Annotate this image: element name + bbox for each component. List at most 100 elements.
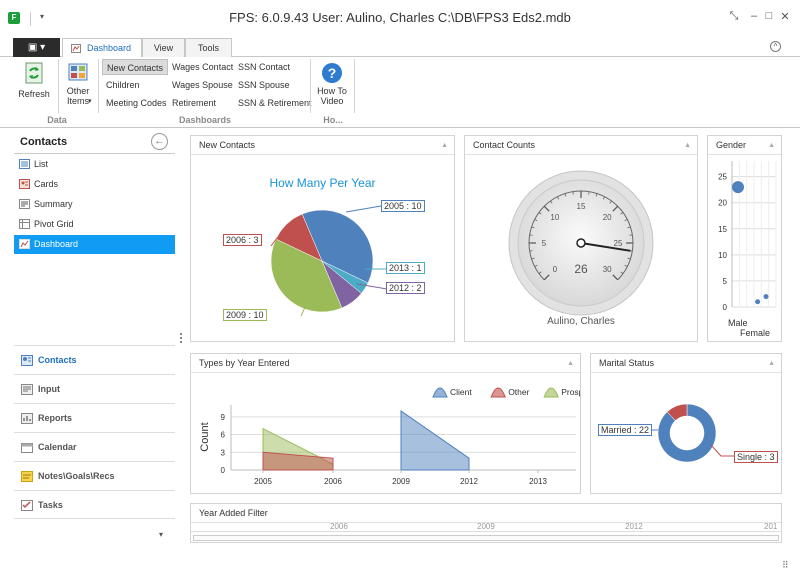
gauge-tick	[538, 271, 542, 274]
tab-view[interactable]: View	[142, 38, 185, 58]
range-selector[interactable]	[193, 535, 779, 541]
gender-ytick-label: 20	[718, 199, 727, 208]
configure-buttons-icon[interactable]: ▾	[159, 530, 164, 539]
module-reports[interactable]: Reports	[14, 403, 175, 432]
input-icon	[21, 384, 33, 395]
splitter-handle[interactable]	[180, 333, 182, 343]
pie-label-2005: 2005 : 10	[381, 200, 425, 212]
how-to-video-button[interactable]: ? How To Video	[314, 62, 350, 110]
nav-item-pivot-grid[interactable]: Pivot Grid	[14, 215, 175, 234]
notes-icon	[21, 471, 33, 482]
app-icon[interactable]: F	[8, 12, 20, 24]
module-contacts[interactable]: Contacts	[14, 345, 175, 374]
back-arrow-icon[interactable]: ←	[151, 133, 168, 150]
donut-leader-line	[710, 444, 734, 457]
legend-marker-client	[432, 387, 448, 398]
panel-caret-icon[interactable]: ▲	[567, 360, 574, 367]
dashboard-ssn-retirement[interactable]: SSN & Retirement	[238, 98, 312, 108]
close-button[interactable]: ✕	[780, 11, 790, 23]
gauge-tick	[531, 226, 535, 229]
area-xtick-label: 2013	[529, 477, 547, 486]
pie-label-2009: 2009 : 10	[223, 309, 267, 321]
tab-dashboard-label: Dashboard	[86, 43, 132, 53]
gauge-tick	[620, 212, 624, 215]
pie-label-2013: 2013 : 1	[386, 262, 425, 274]
gauge-tick	[538, 212, 542, 215]
gender-point	[763, 294, 769, 300]
panel-caret-icon[interactable]: ▲	[441, 142, 448, 149]
reports-icon	[21, 413, 33, 424]
refresh-button[interactable]: Refresh	[17, 62, 51, 102]
panel-year-added-filter: Year Added Filter 2006 2009 2012 201	[190, 503, 782, 543]
area-xtick-label: 2012	[460, 477, 478, 486]
gauge-tick-label: 30	[603, 265, 612, 274]
nav-item-summary[interactable]: Summary	[14, 195, 175, 214]
pie-chart	[270, 205, 388, 317]
dashboard-ssn-spouse[interactable]: SSN Spouse	[238, 80, 290, 90]
module-label: Input	[38, 384, 60, 394]
gauge-hub	[576, 238, 586, 248]
panel-new-contacts: New Contacts ▲ How Many Per Year 2005 : …	[190, 135, 455, 342]
list-icon	[19, 159, 30, 169]
nav-item-dashboard[interactable]: Dashboard	[14, 235, 175, 254]
dashboard-retirement[interactable]: Retirement	[172, 98, 217, 108]
nav-item-cards[interactable]: Cards	[14, 175, 175, 194]
dashboard-wages-contact[interactable]: Wages Contact	[172, 62, 234, 72]
dashboard-ssn-contact[interactable]: SSN Contact	[238, 62, 291, 72]
module-input[interactable]: Input	[14, 374, 175, 403]
panel-caret-icon[interactable]: ▲	[768, 142, 775, 149]
group-label-dashboards: Dashboards	[178, 115, 231, 125]
nav-item-list[interactable]: List	[14, 155, 175, 174]
gauge-tick	[543, 205, 550, 212]
gauge-tick	[534, 219, 538, 222]
nav-item-label: Dashboard	[34, 239, 79, 249]
minimize-button[interactable]: –	[750, 10, 758, 22]
module-label: Reports	[38, 413, 73, 423]
tab-dashboard[interactable]: Dashboard	[62, 38, 142, 59]
other-items-button[interactable]: Other Items	[62, 62, 94, 110]
ribbon-tab-bar	[0, 36, 800, 57]
dashboard-meeting-codes[interactable]: Meeting Codes	[106, 98, 167, 108]
dashboard-children[interactable]: Children	[106, 80, 140, 90]
file-menu-button[interactable]: ▣ ▾	[13, 38, 60, 57]
tab-tools[interactable]: Tools	[185, 38, 232, 58]
gauge-tick	[557, 196, 560, 200]
module-tasks[interactable]: Tasks	[14, 490, 175, 519]
dashboard-wages-spouse[interactable]: Wages Spouse	[172, 80, 233, 90]
area-series-other	[262, 451, 334, 471]
resize-grip-icon[interactable]: ⠿	[782, 560, 789, 570]
nav-item-label: Pivot Grid	[34, 219, 74, 229]
group-label-ho: Ho...	[323, 115, 343, 125]
area-xtick-label: 2006	[324, 477, 342, 486]
cards-icon	[19, 179, 30, 189]
gauge-tick	[564, 193, 567, 197]
range-axis	[191, 523, 781, 532]
module-calendar[interactable]: Calendar	[14, 432, 175, 461]
gauge-tick-label: 10	[550, 213, 559, 222]
pie-label-2012: 2012 : 2	[386, 282, 425, 294]
gauge-tick-label: 20	[603, 213, 612, 222]
gauge-tick	[612, 274, 619, 281]
legend-marker-other	[490, 387, 506, 398]
other-items-label-1: Other	[66, 86, 90, 96]
gauge-tick	[620, 271, 624, 274]
panel-caret-icon[interactable]: ▲	[684, 142, 691, 149]
refresh-icon	[25, 62, 43, 84]
gender-point	[732, 181, 744, 194]
legend-label: Client	[450, 387, 472, 397]
maximize-button[interactable]: □	[765, 10, 773, 22]
area-ylabel: Count	[199, 422, 211, 451]
panel-marital-status: Marital Status ▲ Married : 22 Single : 3	[590, 353, 782, 494]
module-notes-goals-recs[interactable]: Notes\Goals\Recs	[14, 461, 175, 490]
donut-label-married: Married : 22	[598, 424, 653, 436]
dashboard-new-contacts[interactable]: New Contacts	[102, 59, 169, 75]
panel-caret-icon[interactable]: ▲	[768, 360, 775, 367]
area-ytick-label: 3	[221, 448, 226, 457]
other-items-label-2: Items	[66, 96, 89, 106]
nav-item-label: List	[34, 159, 49, 169]
restore-icon[interactable]: ⤡	[729, 10, 739, 22]
donut-slice	[657, 403, 717, 463]
quick-access-dropdown-icon[interactable]: ▾	[40, 12, 45, 21]
ribbon-collapse-icon[interactable]: ^	[770, 41, 781, 52]
divider	[14, 153, 175, 154]
